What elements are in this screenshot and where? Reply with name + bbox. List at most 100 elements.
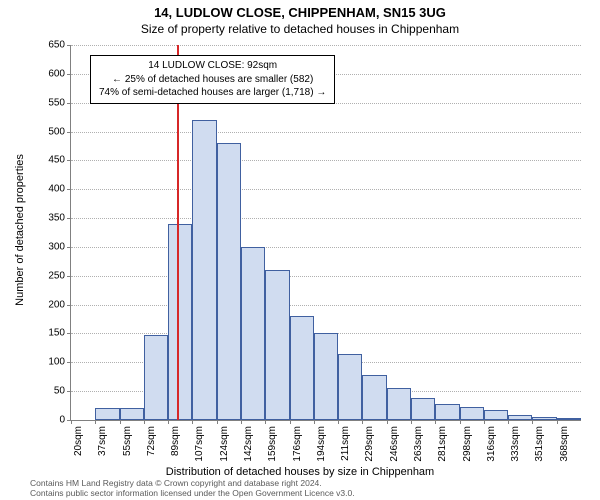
- xtick-label: 368sqm: [559, 426, 570, 462]
- xtick-mark: [290, 420, 291, 424]
- ytick-label: 200: [25, 299, 65, 310]
- chart-subtitle: Size of property relative to detached ho…: [0, 22, 600, 36]
- histogram-bar: [241, 247, 265, 420]
- x-axis-label: Distribution of detached houses by size …: [0, 466, 600, 478]
- xtick-label: 351sqm: [534, 426, 545, 462]
- annotation-line-1: 14 LUDLOW CLOSE: 92sqm: [99, 59, 326, 73]
- xtick-label: 298sqm: [462, 426, 473, 462]
- xtick-label: 263sqm: [413, 426, 424, 462]
- xtick-mark: [411, 420, 412, 424]
- gridline: [71, 160, 581, 161]
- xtick-mark: [217, 420, 218, 424]
- y-axis-label: Number of detached properties: [14, 154, 26, 306]
- xtick-mark: [508, 420, 509, 424]
- histogram-bar: [144, 335, 168, 420]
- chart-title: 14, LUDLOW CLOSE, CHIPPENHAM, SN15 3UG: [0, 5, 600, 20]
- ytick-mark: [67, 391, 71, 392]
- ytick-label: 600: [25, 68, 65, 79]
- histogram-bar: [217, 143, 241, 420]
- gridline: [71, 132, 581, 133]
- ytick-mark: [67, 333, 71, 334]
- annotation-box: 14 LUDLOW CLOSE: 92sqm ← 25% of detached…: [90, 55, 335, 104]
- ytick-mark: [67, 362, 71, 363]
- histogram-bar: [435, 404, 459, 420]
- ytick-label: 300: [25, 241, 65, 252]
- histogram-bar: [411, 398, 435, 420]
- xtick-mark: [338, 420, 339, 424]
- histogram-bar: [557, 418, 581, 420]
- xtick-mark: [532, 420, 533, 424]
- histogram-bar: [120, 408, 144, 420]
- xtick-mark: [241, 420, 242, 424]
- annotation-line-2: ← 25% of detached houses are smaller (58…: [99, 73, 326, 87]
- xtick-mark: [168, 420, 169, 424]
- xtick-mark: [95, 420, 96, 424]
- xtick-label: 316sqm: [486, 426, 497, 462]
- xtick-label: 107sqm: [194, 426, 205, 462]
- xtick-label: 281sqm: [437, 426, 448, 462]
- xtick-label: 20sqm: [73, 426, 84, 456]
- xtick-mark: [265, 420, 266, 424]
- annotation-line-3: 74% of semi-detached houses are larger (…: [99, 86, 326, 100]
- histogram-bar: [460, 407, 484, 420]
- ytick-label: 350: [25, 213, 65, 224]
- ytick-mark: [67, 218, 71, 219]
- xtick-mark: [192, 420, 193, 424]
- histogram-bar: [484, 410, 508, 420]
- xtick-label: 211sqm: [340, 426, 351, 461]
- xtick-label: 333sqm: [510, 426, 521, 462]
- histogram-bar: [338, 354, 362, 420]
- ytick-label: 550: [25, 97, 65, 108]
- xtick-mark: [144, 420, 145, 424]
- ytick-mark: [67, 103, 71, 104]
- histogram-bar: [192, 120, 216, 420]
- ytick-label: 650: [25, 40, 65, 51]
- attribution-line-1: Contains HM Land Registry data © Crown c…: [30, 478, 355, 488]
- xtick-label: 72sqm: [146, 426, 157, 456]
- ytick-mark: [67, 189, 71, 190]
- ytick-label: 400: [25, 184, 65, 195]
- gridline: [71, 247, 581, 248]
- xtick-mark: [435, 420, 436, 424]
- xtick-mark: [460, 420, 461, 424]
- xtick-label: 246sqm: [389, 426, 400, 462]
- histogram-bar: [265, 270, 289, 420]
- xtick-label: 124sqm: [219, 426, 230, 462]
- ytick-label: 500: [25, 126, 65, 137]
- histogram-bar: [362, 375, 386, 420]
- xtick-mark: [71, 420, 72, 424]
- ytick-mark: [67, 276, 71, 277]
- ytick-label: 150: [25, 328, 65, 339]
- ytick-label: 250: [25, 270, 65, 281]
- gridline: [71, 276, 581, 277]
- gridline: [71, 189, 581, 190]
- ytick-mark: [67, 132, 71, 133]
- histogram-bar: [290, 316, 314, 420]
- gridline: [71, 305, 581, 306]
- xtick-label: 55sqm: [122, 426, 133, 456]
- histogram-bar: [508, 415, 532, 420]
- xtick-label: 142sqm: [243, 426, 254, 462]
- ytick-label: 450: [25, 155, 65, 166]
- xtick-mark: [314, 420, 315, 424]
- ytick-mark: [67, 247, 71, 248]
- xtick-mark: [120, 420, 121, 424]
- xtick-mark: [387, 420, 388, 424]
- xtick-label: 229sqm: [364, 426, 375, 462]
- gridline: [71, 218, 581, 219]
- xtick-mark: [484, 420, 485, 424]
- xtick-label: 176sqm: [292, 426, 303, 462]
- xtick-label: 159sqm: [267, 426, 278, 462]
- xtick-label: 194sqm: [316, 426, 327, 462]
- ytick-mark: [67, 74, 71, 75]
- xtick-mark: [557, 420, 558, 424]
- ytick-label: 0: [25, 415, 65, 426]
- ytick-mark: [67, 160, 71, 161]
- ytick-label: 50: [25, 386, 65, 397]
- attribution-line-2: Contains public sector information licen…: [30, 488, 355, 498]
- attribution: Contains HM Land Registry data © Crown c…: [30, 478, 355, 498]
- histogram-bar: [168, 224, 192, 420]
- ytick-label: 100: [25, 357, 65, 368]
- xtick-label: 37sqm: [97, 426, 108, 456]
- ytick-mark: [67, 45, 71, 46]
